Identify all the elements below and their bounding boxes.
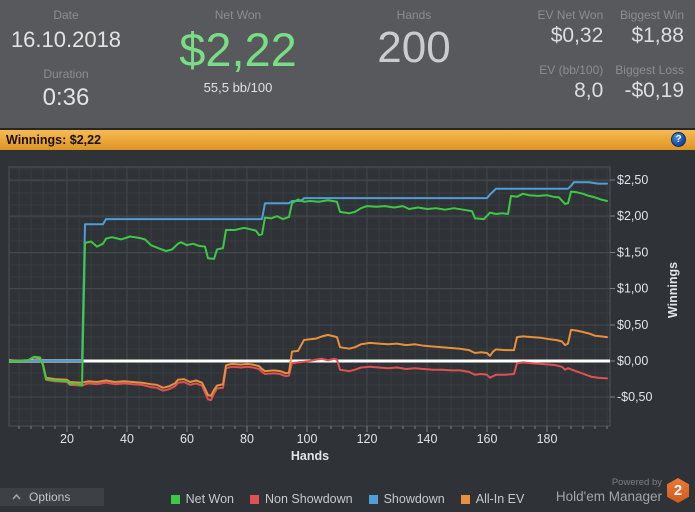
legend-label-non-showdown: Non Showdown bbox=[265, 492, 353, 506]
svg-text:80: 80 bbox=[240, 432, 254, 446]
svg-text:Winnings: Winnings bbox=[666, 262, 680, 318]
duration-value: 0:36 bbox=[42, 84, 90, 111]
legend-label-net-won: Net Won bbox=[185, 492, 235, 506]
svg-text:$1,00: $1,00 bbox=[617, 282, 648, 296]
chart-legend: Net Won Non Showdown Showdown All-In EV bbox=[0, 492, 695, 506]
net-won-column: Net Won $2,22 55,5 bb/100 bbox=[132, 0, 344, 95]
net-won-bb100: 55,5 bb/100 bbox=[203, 80, 273, 95]
powered-by-brand: Powered by Hold'em Manager 2 bbox=[556, 477, 689, 504]
net-won-value: $2,22 bbox=[179, 23, 297, 76]
winnings-title-bar: Winnings: $2,22 ? bbox=[0, 130, 695, 150]
duration-label: Duration bbox=[43, 67, 89, 81]
svg-text:20: 20 bbox=[60, 432, 74, 446]
hands-value: 200 bbox=[377, 23, 451, 72]
svg-text:140: 140 bbox=[417, 432, 438, 446]
biggest-loss-value: -$0,19 bbox=[624, 79, 684, 102]
svg-text:-$0,50: -$0,50 bbox=[617, 390, 652, 404]
legend-item-showdown[interactable]: Showdown bbox=[368, 492, 445, 506]
date-label: Date bbox=[53, 8, 79, 22]
brand-text: Powered by Hold'em Manager bbox=[556, 477, 662, 504]
legend-item-all-in-ev[interactable]: All-In EV bbox=[460, 492, 525, 506]
ev-bb100-value: 8,0 bbox=[574, 79, 604, 102]
svg-text:$1,50: $1,50 bbox=[617, 245, 648, 259]
biggest-win-value: $1,88 bbox=[631, 24, 684, 47]
non-showdown-swatch-icon bbox=[250, 494, 260, 504]
winnings-title: Winnings: $2,22 bbox=[6, 133, 102, 147]
svg-text:$0,50: $0,50 bbox=[617, 318, 648, 332]
biggest-subcolumn: Biggest Win $1,88 Biggest Loss -$0,19 bbox=[615, 0, 684, 103]
net-won-label: Net Won bbox=[214, 8, 262, 22]
options-button[interactable]: Options bbox=[0, 488, 104, 506]
legend-label-all-in-ev: All-In EV bbox=[475, 492, 525, 506]
svg-text:40: 40 bbox=[120, 432, 134, 446]
svg-text:100: 100 bbox=[297, 432, 318, 446]
chevron-up-icon bbox=[12, 494, 21, 500]
svg-text:$0,00: $0,00 bbox=[617, 354, 648, 368]
ev-stats-column: EV Net Won $0,32 EV (bb/100) 8,0 Biggest… bbox=[537, 0, 684, 103]
winnings-chart-panel: $2,50 $2,00 $1,50 $1,00 $0,50 $0,00 -$0,50 20 40… bbox=[0, 150, 695, 512]
date-value: 16.10.2018 bbox=[10, 27, 122, 52]
svg-text:$2,50: $2,50 bbox=[617, 173, 648, 187]
hands-label: Hands bbox=[396, 8, 432, 22]
ev-net-won-label: EV Net Won bbox=[537, 8, 604, 22]
legend-label-showdown: Showdown bbox=[383, 492, 445, 506]
legend-item-net-won[interactable]: Net Won bbox=[170, 492, 235, 506]
stats-header: Date 16.10.2018 Duration 0:36 Net Won $2… bbox=[0, 0, 695, 128]
ev-subcolumn: EV Net Won $0,32 EV (bb/100) 8,0 bbox=[537, 0, 603, 103]
ev-bb100-label: EV (bb/100) bbox=[539, 63, 604, 77]
hands-column: Hands 200 bbox=[344, 0, 484, 72]
svg-text:$2,00: $2,00 bbox=[617, 209, 648, 223]
svg-text:Hands: Hands bbox=[291, 449, 329, 463]
biggest-win-label: Biggest Win bbox=[619, 8, 684, 22]
svg-text:60: 60 bbox=[180, 432, 194, 446]
options-button-label: Options bbox=[29, 490, 71, 504]
net-won-swatch-icon bbox=[170, 494, 180, 504]
svg-text:160: 160 bbox=[477, 432, 498, 446]
showdown-swatch-icon bbox=[368, 494, 378, 504]
header-divider bbox=[0, 128, 695, 130]
help-icon[interactable]: ? bbox=[671, 132, 686, 147]
powered-by-label: Powered by bbox=[611, 477, 662, 488]
hm2-badge-icon: 2 bbox=[667, 478, 689, 503]
biggest-loss-label: Biggest Loss bbox=[615, 63, 684, 77]
legend-item-non-showdown[interactable]: Non Showdown bbox=[250, 492, 353, 506]
ev-net-won-value: $0,32 bbox=[550, 24, 604, 47]
svg-text:180: 180 bbox=[537, 432, 558, 446]
brand-name: Hold'em Manager bbox=[555, 489, 662, 504]
svg-text:120: 120 bbox=[357, 432, 378, 446]
date-duration-column: Date 16.10.2018 Duration 0:36 bbox=[0, 0, 132, 112]
all-in-ev-swatch-icon bbox=[460, 494, 470, 504]
winnings-line-chart: $2,50 $2,00 $1,50 $1,00 $0,50 $0,00 -$0,50 20 40… bbox=[8, 166, 680, 463]
